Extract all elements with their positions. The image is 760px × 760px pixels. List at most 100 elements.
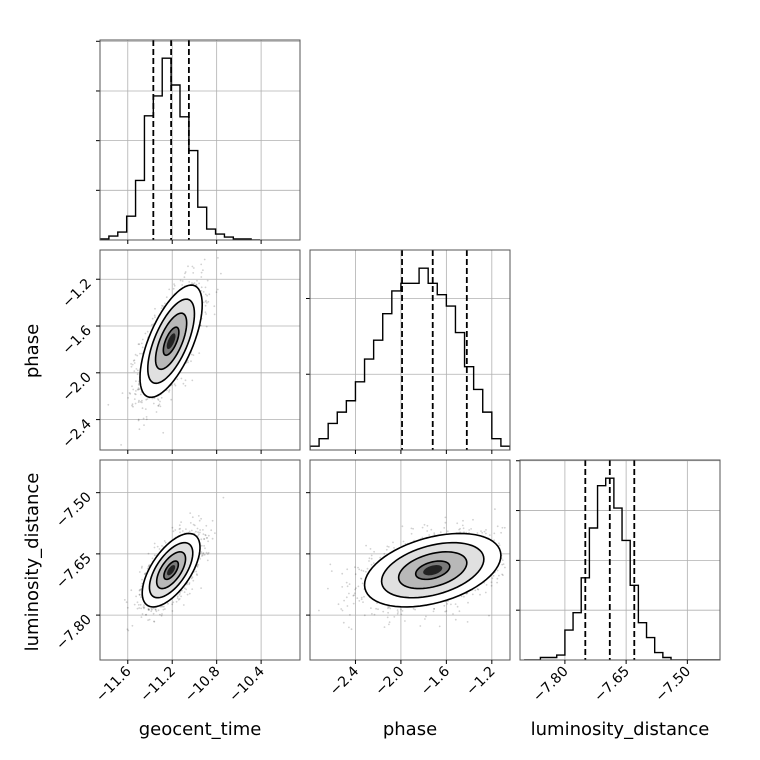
sample-point [143,606,146,609]
sample-point [133,359,136,361]
sample-point [354,566,356,569]
sample-point [369,548,372,550]
sample-point [195,573,198,575]
sample-point [345,596,348,599]
sample-point [207,551,210,554]
sample-point [412,527,414,530]
sample-point [167,602,169,605]
sample-point [136,388,139,391]
sample-point [174,529,177,531]
contour-line [146,298,196,385]
sample-point [147,619,150,621]
sample-point [132,405,134,408]
sample-point [205,325,208,328]
sample-point [445,610,448,612]
sample-point [190,360,192,363]
sample-point [200,276,203,278]
sample-point [393,547,395,549]
sample-point [144,408,147,410]
histogram-step-line [524,477,720,660]
sample-point [140,342,143,345]
sample-point [503,526,506,529]
sample-point [161,605,164,608]
sample-point [396,612,399,615]
sample-point [383,626,386,628]
sample-point [142,606,145,608]
contour-line [380,541,485,599]
sample-point [188,582,191,584]
sample-point [204,286,207,289]
sample-point [327,587,329,590]
sample-point [363,595,365,598]
sample-point [348,592,350,595]
sample-point [165,296,168,299]
contour-line [163,560,180,581]
sample-point [125,601,128,604]
sample-point [196,527,199,530]
sample-point [183,276,186,279]
sample-point [156,545,159,548]
sample-point [392,541,394,544]
sample-point [136,601,139,604]
sample-point [203,553,206,556]
sample-point [465,592,468,595]
sample-point [362,601,364,603]
sample-point [362,570,365,572]
sample-point [498,542,500,545]
sample-point [198,519,201,522]
sample-point [353,592,356,595]
sample-point [410,532,413,535]
x-tick-label: −10.4 [226,663,268,705]
sample-point [190,577,193,580]
sample-point [151,557,154,560]
sample-point [159,613,161,616]
sample-point [151,323,153,326]
sample-point [139,401,142,403]
sample-point [138,607,141,609]
sample-point [498,574,500,577]
sample-point [396,609,399,611]
sample-point [130,363,133,365]
sample-point [181,284,184,286]
sample-point [157,405,160,407]
y-axis-label-phase: phase [22,324,43,378]
marginal-panel-luminosity_distance [516,459,721,664]
sample-point [205,299,208,302]
y-tick-label: −1.6 [59,322,94,357]
sample-point [148,608,151,611]
sample-point [199,529,202,531]
sample-point [479,593,481,596]
x-tick-label: −1.6 [418,663,453,698]
sample-point [141,399,143,402]
x-axis-label-phase: phase [383,719,437,740]
sample-point [352,594,355,597]
sample-point [148,618,151,621]
sample-point [140,567,143,569]
sample-point [386,545,389,548]
sample-point [137,419,140,422]
sample-point [185,588,188,591]
sample-point [200,271,203,274]
sample-point [343,599,345,602]
sample-point [501,559,504,561]
sample-point [195,283,198,286]
sample-point [504,566,506,569]
sample-point [168,389,171,392]
sample-point [189,522,192,524]
sample-point [140,616,143,618]
sample-point [163,540,166,542]
sample-point [501,526,504,529]
sample-point [136,373,139,376]
sample-point [202,269,204,272]
sample-point [502,563,505,565]
sample-point [186,593,189,596]
x-tick-label: −1.2 [463,664,498,699]
sample-point [189,512,192,514]
sample-point [162,608,165,611]
sample-point [192,354,195,356]
sample-point [173,383,176,385]
sample-point [349,614,351,616]
sample-point [182,604,185,606]
sample-point [139,588,142,591]
sample-point [206,559,209,562]
